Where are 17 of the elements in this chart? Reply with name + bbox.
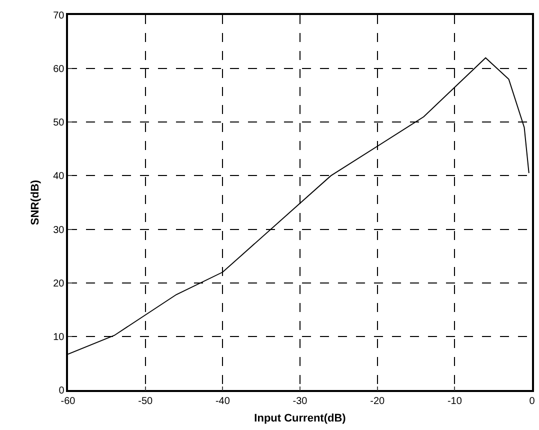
y-tick-label: 20 xyxy=(53,278,65,290)
y-axis-title: SNR(dB) xyxy=(29,180,42,226)
x-tick-label: -10 xyxy=(447,396,462,407)
x-tick-label: -30 xyxy=(292,396,308,407)
x-tick-label: 0 xyxy=(529,396,536,407)
y-tick-label: 40 xyxy=(53,171,65,182)
x-axis-title: Input Current(dB) xyxy=(254,412,346,424)
y-tick-label: 10 xyxy=(53,332,65,343)
x-tick-label: -20 xyxy=(370,396,385,407)
x-tick-label: -40 xyxy=(215,396,230,407)
y-tick-label: 50 xyxy=(53,118,65,129)
x-tick-label: -50 xyxy=(138,396,153,407)
y-tick-label: 60 xyxy=(53,64,65,76)
x-tick-label: -60 xyxy=(60,396,76,407)
y-tick-label: 30 xyxy=(53,224,65,236)
y-tick-label: 70 xyxy=(53,10,65,22)
y-tick-label: 0 xyxy=(58,386,65,396)
